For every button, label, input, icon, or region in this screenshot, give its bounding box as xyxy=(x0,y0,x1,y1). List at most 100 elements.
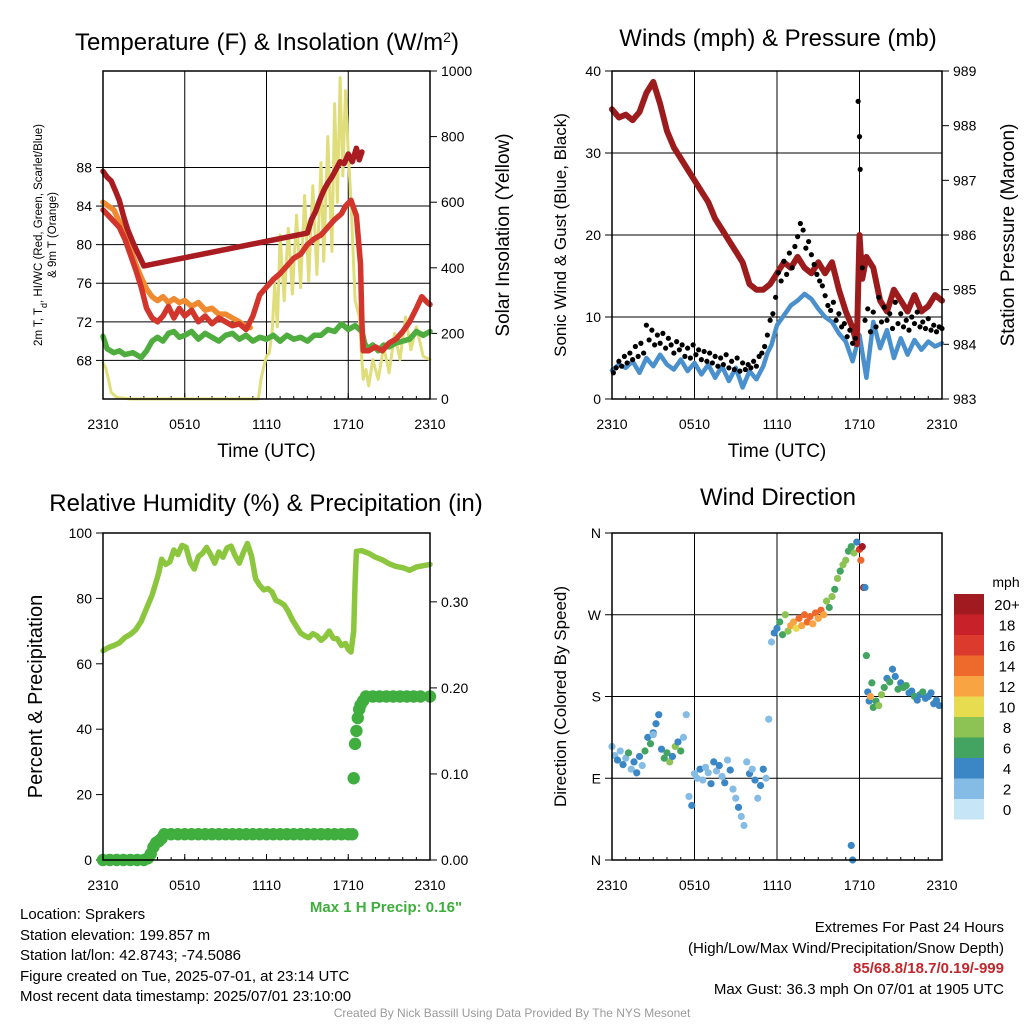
plot-frame xyxy=(611,532,943,861)
y-tick-label-right: 983 xyxy=(953,391,977,407)
x-tick-label: 0510 xyxy=(169,877,200,893)
series-line xyxy=(100,145,365,269)
direction-point xyxy=(627,765,635,773)
gust-point xyxy=(707,350,713,356)
gust-point xyxy=(682,353,688,359)
gust-point xyxy=(850,340,856,346)
direction-point xyxy=(710,758,718,766)
y-axis-label-left-text: Percent & Precipitation xyxy=(25,595,47,798)
gust-point xyxy=(638,340,644,346)
elevation-text: Station elevation: 199.857 m xyxy=(20,926,211,944)
gust-point xyxy=(903,317,909,323)
gust-point xyxy=(630,357,636,363)
direction-point xyxy=(891,672,899,681)
gust-point xyxy=(828,307,834,314)
direction-point xyxy=(919,688,927,696)
extremes-title: Extremes For Past 24 Hours xyxy=(814,919,1004,936)
gust-point xyxy=(889,325,896,332)
gust-point xyxy=(830,299,836,305)
gust-point xyxy=(822,293,828,299)
direction-point xyxy=(847,543,855,551)
direction-point xyxy=(927,689,935,697)
y-tick-label-right: 985 xyxy=(953,282,977,298)
x-tick-label: 0510 xyxy=(169,416,200,432)
direction-point xyxy=(696,765,704,773)
direction-point xyxy=(773,624,781,632)
direction-point xyxy=(663,749,671,757)
precip-point xyxy=(346,827,359,841)
gust-point xyxy=(740,360,746,366)
direction-point xyxy=(861,583,869,592)
y-tick-label-right: 0.30 xyxy=(441,594,468,610)
legend-swatch xyxy=(954,614,984,635)
direction-point xyxy=(806,612,814,621)
legend-label: 10 xyxy=(999,700,1016,717)
series-line xyxy=(100,197,433,354)
legend-swatch xyxy=(954,799,984,820)
gust-point xyxy=(652,342,658,348)
direction-point xyxy=(888,665,897,673)
max-gust-text: Max Gust: 36.3 mph On 07/01 at 1905 UTC xyxy=(713,980,1004,998)
gust-point xyxy=(811,261,817,268)
gust-point xyxy=(892,299,898,305)
gust-point xyxy=(884,317,890,323)
x-tick-label: 2310 xyxy=(87,416,118,432)
direction-point xyxy=(721,779,729,787)
x-tick-label: 1710 xyxy=(844,877,875,893)
y-tick-label-left: 20 xyxy=(585,227,601,243)
x-tick-label: 1710 xyxy=(844,416,875,432)
legend-swatch xyxy=(954,635,984,656)
gust-point xyxy=(825,302,831,309)
direction-point xyxy=(789,618,798,626)
direction-point xyxy=(858,543,866,551)
y-tick-label-right: 987 xyxy=(953,172,977,188)
direction-point xyxy=(862,652,870,660)
chart-title: Temperature (F) & Insolation (W/m2) xyxy=(75,29,459,56)
gust-point xyxy=(613,365,619,371)
y-label-part: 2m T, T xyxy=(33,308,45,346)
gust-point xyxy=(729,358,735,364)
y-tick-label-left: S xyxy=(592,689,601,705)
y-tick-label-left: 88 xyxy=(76,159,92,175)
y-axis-label-right-text: Station Pressure (Maroon) xyxy=(998,124,1019,347)
gust-point xyxy=(925,316,931,322)
gust-point xyxy=(814,271,820,277)
gust-point xyxy=(906,327,912,333)
title-superscript: 2 xyxy=(443,29,451,45)
direction-point xyxy=(624,749,633,757)
plot-frame xyxy=(102,70,431,400)
gust-point xyxy=(701,348,707,355)
gust-point xyxy=(654,332,660,338)
gust-point xyxy=(928,327,934,333)
x-tick-label: 2310 xyxy=(87,877,118,893)
gust-point xyxy=(715,363,721,369)
gust-point xyxy=(712,353,718,359)
y-tick-label-left: 20 xyxy=(76,787,92,803)
x-tick-label: 1110 xyxy=(252,877,281,893)
gust-point xyxy=(920,319,926,325)
direction-point xyxy=(825,603,833,612)
y-axis-label-left: Direction (Colored By Speed) xyxy=(551,586,570,807)
y-tick-label-left: 72 xyxy=(76,314,92,330)
y-tick-label-left: 68 xyxy=(76,352,92,368)
gust-point xyxy=(867,329,874,335)
y-tick-label-left: 76 xyxy=(76,275,92,291)
direction-point xyxy=(688,801,696,810)
direction-point xyxy=(682,711,690,719)
direction-point xyxy=(886,678,894,686)
x-tick-label: 2310 xyxy=(596,416,627,432)
gust-point xyxy=(895,320,901,327)
direction-point xyxy=(743,758,751,766)
direction-point xyxy=(633,769,641,777)
direction-point xyxy=(857,556,865,564)
gust-point xyxy=(852,335,858,341)
y-tick-label-right: 1000 xyxy=(441,63,472,79)
direction-point xyxy=(814,614,822,622)
gust-point xyxy=(881,304,887,310)
direction-point xyxy=(641,747,649,755)
gust-point xyxy=(693,352,699,358)
x-tick-label: 1110 xyxy=(252,416,281,432)
gust-point xyxy=(619,363,625,369)
y-tick-label-right: 0.20 xyxy=(441,680,468,696)
y-tick-label-left: 40 xyxy=(585,63,601,79)
